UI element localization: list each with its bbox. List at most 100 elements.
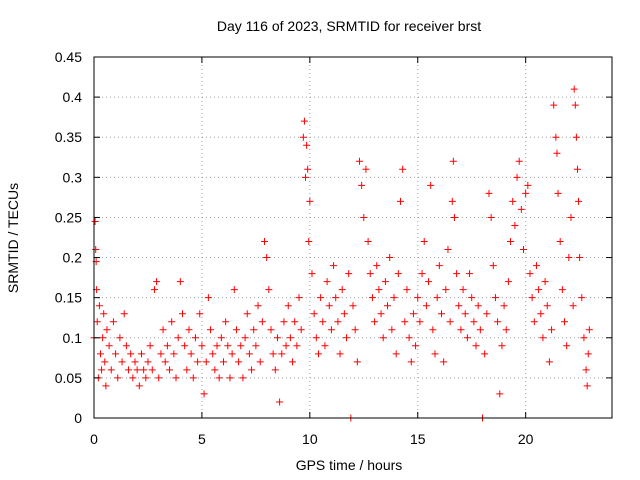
data-point	[135, 382, 143, 390]
data-point	[580, 334, 588, 342]
data-point	[375, 286, 383, 294]
data-point	[576, 254, 584, 262]
data-point	[494, 318, 502, 326]
data-point	[457, 326, 465, 334]
data-point	[390, 294, 398, 302]
data-point	[107, 366, 115, 374]
data-point	[319, 318, 327, 326]
data-point	[161, 358, 169, 366]
data-point	[321, 342, 329, 350]
data-point	[215, 374, 223, 382]
data-point	[364, 238, 372, 246]
data-point	[101, 358, 109, 366]
data-point	[243, 310, 251, 318]
data-point	[418, 270, 426, 278]
data-point	[427, 181, 435, 189]
data-point	[504, 278, 512, 286]
data-point	[392, 350, 400, 358]
data-point	[286, 334, 294, 342]
data-point	[561, 318, 569, 326]
data-point	[187, 350, 195, 358]
data-point	[265, 286, 273, 294]
data-point	[155, 374, 163, 382]
data-point	[235, 358, 243, 366]
data-point	[355, 157, 363, 165]
data-point	[405, 334, 413, 342]
data-point	[153, 278, 161, 286]
data-point	[442, 286, 450, 294]
data-point	[276, 398, 284, 406]
data-point	[459, 286, 467, 294]
data-point	[453, 270, 461, 278]
data-point	[448, 197, 456, 205]
data-point	[102, 382, 110, 390]
data-point	[209, 350, 217, 358]
data-point	[511, 221, 519, 229]
data-point	[556, 238, 564, 246]
data-point	[468, 294, 476, 302]
data-point	[446, 318, 454, 326]
data-point	[543, 302, 551, 310]
data-point	[578, 294, 586, 302]
data-point	[550, 101, 558, 109]
data-point	[409, 310, 417, 318]
data-point	[358, 181, 366, 189]
data-point	[133, 366, 141, 374]
data-point	[338, 286, 346, 294]
data-point	[399, 165, 407, 173]
data-point	[118, 358, 126, 366]
y-tick-label: 0.25	[55, 209, 82, 225]
grid-layer	[94, 57, 612, 418]
data-point	[248, 366, 256, 374]
data-point	[585, 326, 593, 334]
data-point	[137, 350, 145, 358]
data-point	[553, 149, 561, 157]
data-point	[325, 302, 333, 310]
data-point	[463, 334, 471, 342]
data-point	[204, 294, 212, 302]
data-point	[159, 326, 167, 334]
data-point	[116, 334, 124, 342]
data-point	[314, 350, 322, 358]
data-point	[360, 213, 368, 221]
plot-frame	[93, 56, 613, 419]
data-point	[305, 238, 313, 246]
data-point	[528, 294, 536, 302]
data-point	[303, 141, 311, 149]
data-point	[148, 366, 156, 374]
data-point	[168, 318, 176, 326]
data-point	[470, 318, 478, 326]
data-point	[302, 173, 310, 181]
data-point	[522, 189, 530, 197]
data-point	[202, 358, 210, 366]
data-point	[570, 85, 578, 93]
data-point	[312, 334, 320, 342]
data-point	[584, 350, 592, 358]
x-tick-label: 15	[410, 431, 426, 447]
data-point	[222, 318, 230, 326]
data-point	[157, 350, 165, 358]
data-point	[388, 326, 396, 334]
y-tick-label: 0.15	[55, 290, 82, 306]
data-point	[345, 270, 353, 278]
data-point	[368, 294, 376, 302]
data-point	[112, 350, 120, 358]
data-point	[401, 318, 409, 326]
data-point	[437, 310, 445, 318]
data-point	[403, 286, 411, 294]
data-point	[386, 254, 394, 262]
data-point	[114, 374, 122, 382]
data-point	[349, 302, 357, 310]
data-point	[174, 334, 182, 342]
data-point	[366, 270, 374, 278]
data-point	[271, 366, 279, 374]
data-point	[317, 294, 325, 302]
data-point	[416, 318, 424, 326]
y-axis-title: SRMTID / TECUs	[5, 183, 21, 293]
data-point	[185, 326, 193, 334]
data-point	[435, 262, 443, 270]
data-point	[571, 101, 579, 109]
data-point	[140, 366, 148, 374]
data-point	[297, 326, 305, 334]
